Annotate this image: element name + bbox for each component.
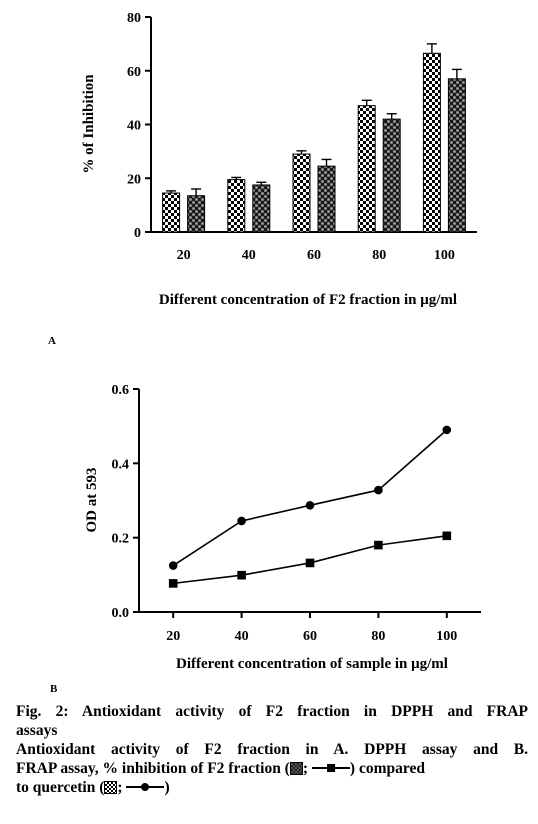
chart-a-bar [382, 118, 401, 233]
chart-a-xtick-label: 100 [434, 248, 455, 263]
chart-b-point-square [237, 570, 246, 580]
chart-a-ytick-label: 20 [127, 172, 141, 187]
chart-a-bar [252, 184, 271, 233]
caption-line-4-text: FRAP assay, % inhibition of F2 fraction … [16, 760, 290, 777]
legend-line-square-icon [311, 762, 350, 774]
chart-b-point-circle [442, 425, 452, 435]
chart-b-xlabel: Different concentration of sample in μg/… [176, 656, 448, 672]
chart-b-point-square [168, 579, 178, 588]
panel-label-a: A [48, 335, 56, 347]
chart-b-point-square [305, 558, 315, 568]
chart-b-ytick-label: 0.2 [112, 532, 130, 547]
chart-b-ytick-label: 0.4 [112, 457, 130, 472]
chart-b: 0.0 0.2 0.4 0.6 20 40 60 80 100 OD at 593 Differ… [84, 383, 481, 672]
caption-line-2: assays [16, 722, 58, 739]
chart-a-xtick-label: 80 [372, 248, 386, 263]
chart-a-ytick-label: 60 [127, 65, 141, 80]
legend-swatch-light-icon [104, 781, 118, 794]
chart-a-bar [317, 165, 336, 233]
chart-a: 0 20 40 60 80 20 40 60 80 100 % of Inhibition Dif… [81, 11, 477, 308]
chart-a-bar [187, 195, 206, 233]
chart-a-ytick-label: 0 [134, 226, 141, 241]
chart-a-ylabel: % of Inhibition [81, 74, 97, 174]
chart-b-xtick-label: 80 [371, 629, 385, 644]
chart-a-bar [422, 52, 441, 233]
caption-line-4: FRAP assay, % inhibition of F2 fraction … [16, 759, 528, 778]
chart-b-point-circle [305, 501, 315, 510]
chart-b-ytick-label: 0.0 [112, 606, 130, 621]
chart-b-xtick-label: 100 [436, 629, 457, 644]
caption-line-3: Antioxidant activity of F2 fraction in A… [16, 741, 528, 758]
chart-b-point-square [374, 540, 383, 550]
caption-line-5-sep: ; [117, 779, 127, 796]
chart-b-point-circle [168, 561, 178, 570]
chart-a-xtick-label: 60 [307, 248, 321, 263]
chart-b-xtick-label: 60 [303, 629, 317, 644]
chart-a-ytick-label: 80 [127, 11, 141, 26]
caption-line-5-end: ) [164, 779, 170, 796]
chart-a-ytick-label: 40 [127, 119, 141, 134]
chart-b-point-circle [374, 485, 383, 495]
caption-line-4-end: ) compared [349, 760, 425, 777]
caption-line-5-text: to quercetin ( [16, 779, 105, 796]
caption-line-5: to quercetin (; ) [16, 778, 528, 797]
legend-line-circle-icon [126, 781, 165, 793]
chart-a-bar [447, 78, 466, 233]
chart-b-series-line-circle [172, 429, 448, 567]
chart-b-ytick-label: 0.6 [112, 383, 130, 398]
chart-a-bar [227, 179, 246, 233]
chart-a-bar [292, 153, 311, 233]
chart-b-ylabel: OD at 593 [84, 468, 100, 533]
chart-a-bar [162, 192, 181, 233]
chart-a-xtick-label: 40 [242, 248, 256, 263]
caption-line-4-sep: ; [302, 760, 312, 777]
chart-a-xlabel: Different concentration of F2 fraction i… [159, 292, 457, 308]
caption-line-1: Fig. 2: Antioxidant activity of F2 fract… [16, 703, 528, 720]
chart-a-bar [357, 105, 376, 233]
chart-b-point-circle [237, 516, 246, 526]
chart-b-xtick-label: 20 [166, 629, 180, 644]
chart-b-point-square [442, 531, 452, 541]
legend-swatch-dark-icon [289, 762, 303, 775]
chart-a-xtick-label: 20 [177, 248, 191, 263]
figure-caption: Fig. 2: Antioxidant activity of F2 fract… [16, 702, 528, 797]
chart-b-xtick-label: 40 [235, 629, 249, 644]
panel-label-b: B [50, 683, 58, 695]
